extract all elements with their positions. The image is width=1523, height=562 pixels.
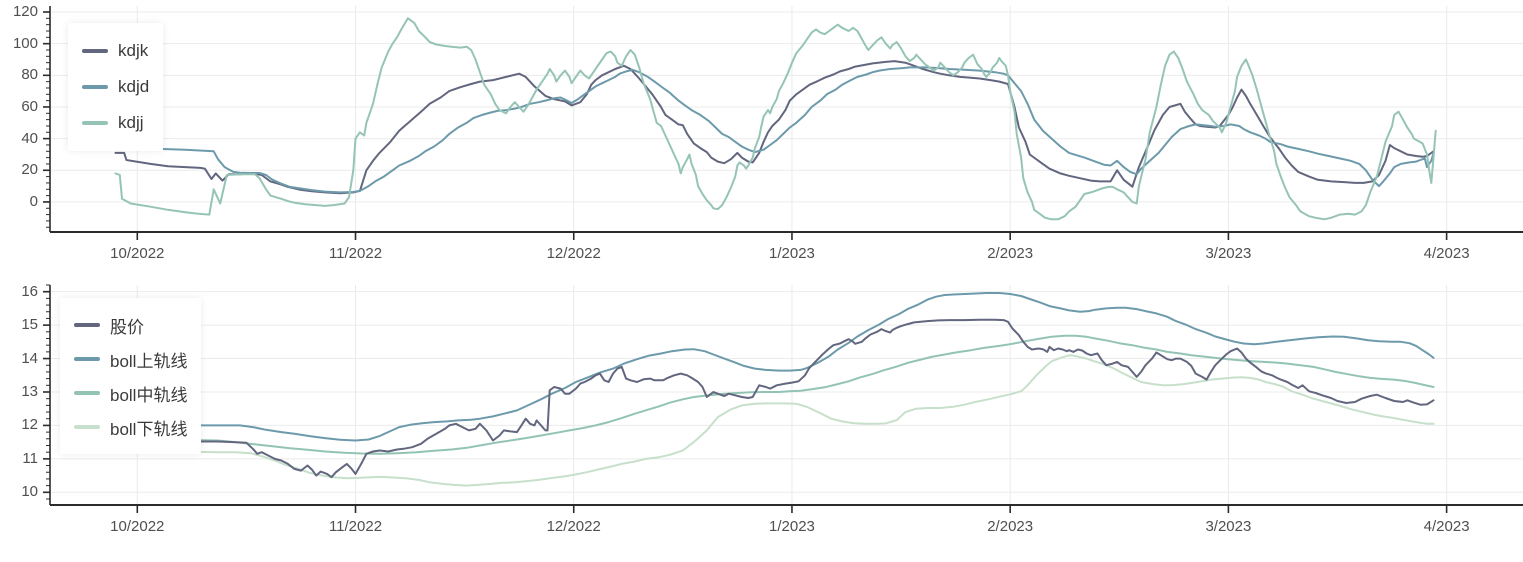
series-line-boll中轨线	[114, 334, 1435, 455]
series-line-boll上轨线	[114, 292, 1435, 442]
kdj-chart: 0 20 40 60 80 100 120 10/2022 11/2022 12/2022 1/20…	[0, 0, 1523, 268]
y-tick-label: 120	[12, 3, 38, 20]
price-line-swatch-icon	[74, 323, 100, 327]
y-tick-label: 80	[21, 66, 38, 84]
legend-label-kdjk: kdjk	[118, 41, 149, 60]
x-tick-label: 3/2023	[1205, 245, 1252, 262]
kdjj-line-swatch-icon	[82, 121, 108, 125]
price-legend: 股价 boll上轨线 boll中轨线 boll下轨线	[60, 298, 202, 454]
kdj-legend: kdjk kdjd kdjj	[68, 23, 164, 151]
x-tick-label: 10/2022	[110, 245, 165, 262]
price-boll-chart: 10 11 12 13 14 15 16 10/2022 11/2022 12/2022 1/202…	[0, 268, 1523, 562]
boll-upper-line-swatch-icon	[74, 357, 100, 361]
legend-label-boll-lower: boll下轨线	[110, 419, 188, 439]
boll-lower-line-swatch-icon	[74, 425, 100, 429]
y-tick-label: 40	[21, 129, 38, 147]
x-tick-label: 1/2023	[769, 518, 815, 535]
x-tick-label: 2/2023	[987, 245, 1034, 262]
y-tick-label: 12	[21, 416, 38, 434]
y-tick-label: 14	[21, 349, 38, 367]
legend-item-boll-middle[interactable]: boll中轨线	[74, 376, 187, 410]
legend-item-boll-upper[interactable]: boll上轨线	[74, 342, 187, 376]
y-tick-label: 20	[21, 161, 38, 179]
x-tick-label: 2/2023	[987, 518, 1034, 535]
x-tick-label: 10/2022	[110, 518, 165, 535]
legend-item-kdjd[interactable]: kdjd	[82, 69, 149, 105]
legend-label-boll-middle: boll中轨线	[110, 385, 188, 405]
series-line-boll下轨线	[114, 354, 1435, 487]
y-tick-label: 100	[12, 34, 38, 52]
legend-label-boll-upper: boll上轨线	[110, 351, 188, 371]
legend-item-kdjk[interactable]: kdjk	[82, 33, 149, 69]
y-tick-label: 13	[21, 382, 38, 400]
y-tick-label: 0	[29, 192, 38, 210]
x-tick-label: 12/2022	[546, 245, 601, 262]
kdjd-line-swatch-icon	[82, 85, 108, 89]
legend-item-boll-lower[interactable]: boll下轨线	[74, 410, 187, 444]
y-tick-label: 11	[22, 449, 38, 467]
legend-item-price[interactable]: 股价	[74, 308, 187, 342]
legend-label-kdjd: kdjd	[118, 77, 150, 96]
x-tick-label: 11/2022	[328, 245, 383, 262]
x-tick-label: 11/2022	[328, 518, 383, 535]
price-plot-canvas[interactable]	[0, 268, 1523, 562]
x-tick-label: 1/2023	[769, 245, 815, 262]
series-line-kdjk	[114, 60, 1435, 195]
y-tick-label: 15	[21, 316, 38, 334]
kdjk-line-swatch-icon	[82, 49, 108, 53]
y-tick-label: 16	[21, 282, 38, 300]
y-tick-label: 10	[21, 483, 38, 501]
kdj-plot-canvas[interactable]	[0, 0, 1523, 268]
x-tick-label: 4/2023	[1423, 245, 1470, 262]
legend-label-price: 股价	[110, 317, 144, 337]
series-line-kdjd	[114, 66, 1435, 194]
series-line-kdjj	[114, 17, 1437, 221]
x-tick-label: 3/2023	[1205, 518, 1252, 535]
legend-label-kdjj: kdjj	[118, 113, 144, 132]
boll-middle-line-swatch-icon	[74, 391, 100, 395]
legend-item-kdjj[interactable]: kdjj	[82, 105, 149, 141]
x-tick-label: 12/2022	[546, 518, 601, 535]
series-line-股价	[114, 318, 1435, 479]
x-tick-label: 4/2023	[1423, 518, 1470, 535]
y-tick-label: 60	[21, 97, 38, 115]
